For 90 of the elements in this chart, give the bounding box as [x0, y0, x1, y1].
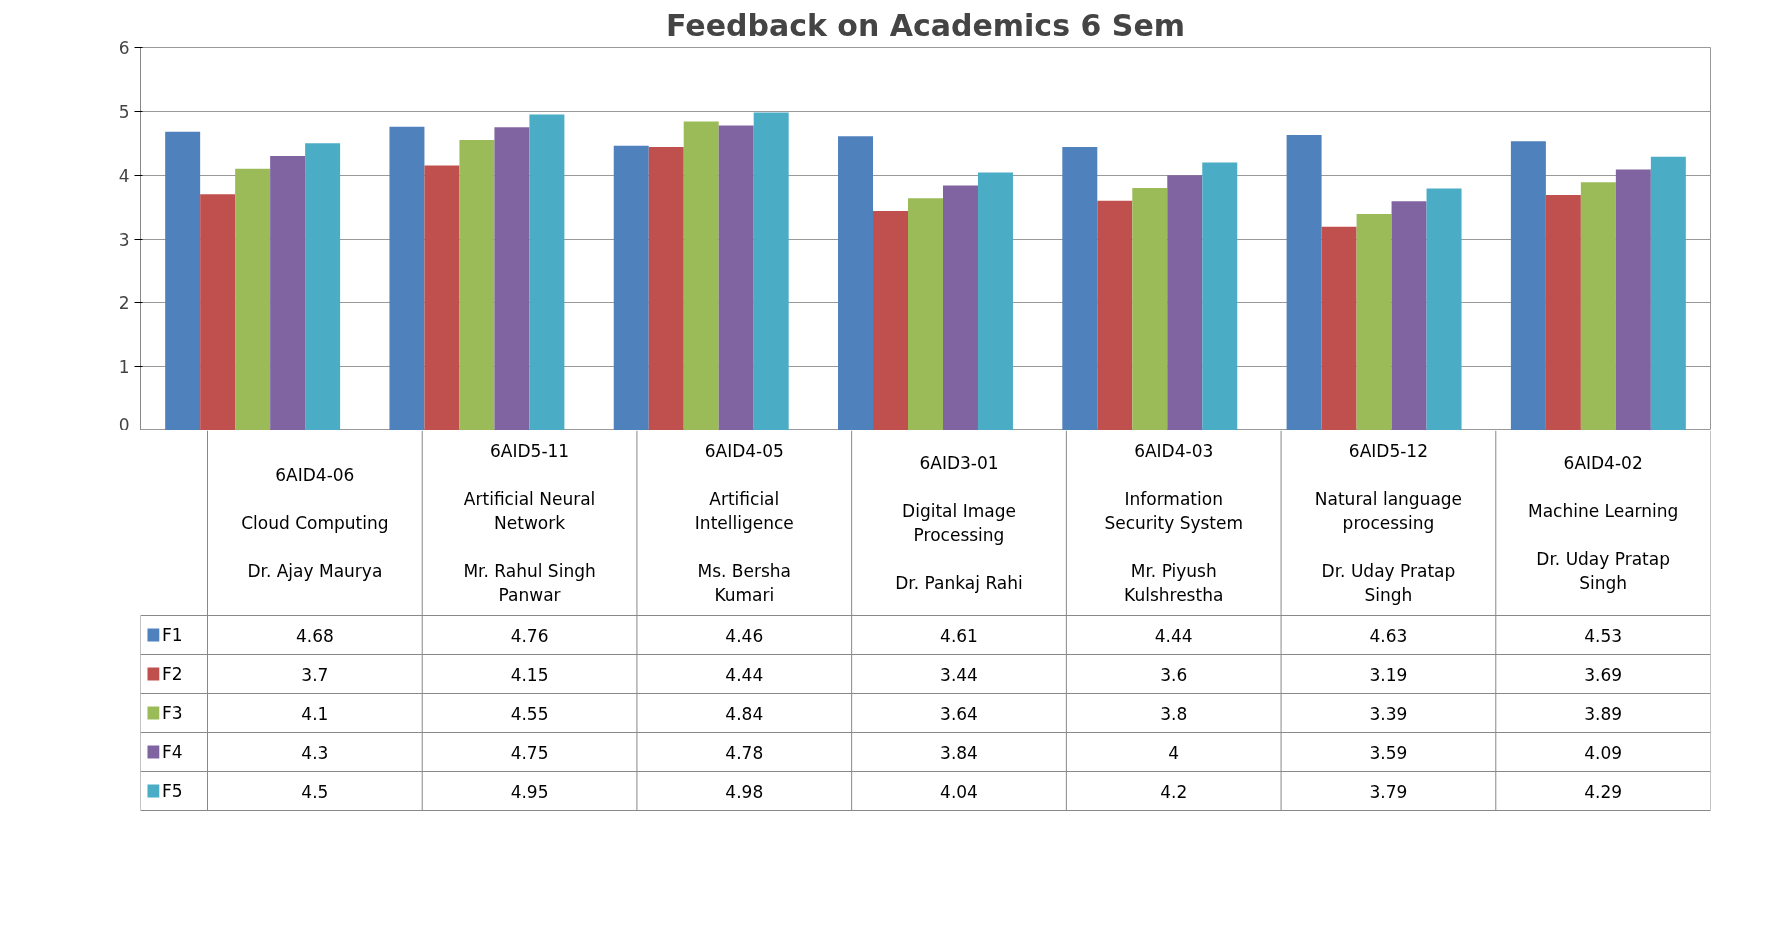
data-label: 3.84 [940, 742, 978, 763]
bar [683, 121, 719, 430]
data-label: 3.6 [1160, 664, 1188, 685]
data-label: 4.1 [301, 703, 329, 724]
bar [718, 125, 754, 430]
data-label: 4.84 [725, 703, 764, 724]
category-label: 6AID4-05 Artificial Intelligence Ms. Bersha Kumari [694, 441, 794, 605]
y-tick-label: 1 [118, 357, 130, 378]
data-label: 4 [1168, 742, 1180, 763]
legend-label: F3 [161, 703, 183, 723]
bar [1580, 182, 1616, 430]
data-label: 4.3 [301, 742, 329, 763]
legend-label: F5 [161, 781, 183, 801]
bar [873, 210, 909, 430]
bar [1202, 162, 1238, 430]
data-label: 4.15 [510, 664, 549, 685]
data-label: 4.61 [940, 625, 978, 646]
bar [270, 156, 306, 430]
category-label: 6AID3-01 Digital Image Processing Dr. Pankaj Rahi [895, 453, 1023, 593]
data-label: 3.69 [1584, 664, 1623, 685]
bar [613, 145, 649, 430]
data-label: 4.95 [510, 781, 549, 802]
bar [1356, 214, 1392, 430]
bar [1167, 175, 1203, 430]
data-label: 4.68 [295, 625, 334, 646]
data-label: 4.2 [1160, 781, 1188, 802]
y-tick-label: 3 [118, 229, 130, 250]
bar [165, 131, 201, 430]
bar [389, 126, 425, 430]
y-tick-label: 4 [118, 165, 130, 186]
data-label: 4.46 [725, 625, 764, 646]
category-label: 6AID5-12 Natural language processing Dr. Uday Pratap Singh [1314, 441, 1463, 605]
data-label: 3.39 [1369, 703, 1408, 724]
data-label: 4.78 [725, 742, 764, 763]
legend-label: F1 [161, 625, 183, 645]
category-label: 6AID5-11 Artificial Neural Network Mr. Rahul Singh Panwar [463, 441, 596, 605]
y-tick-label: 0 [118, 414, 130, 435]
legend-label: F2 [161, 664, 183, 684]
bar [977, 172, 1013, 430]
bar [235, 168, 271, 430]
bar [908, 198, 943, 430]
data-label: 4.44 [1154, 625, 1193, 646]
data-label: 3.8 [1160, 703, 1188, 724]
bar [529, 114, 565, 430]
bar [838, 136, 874, 430]
bar [1391, 201, 1427, 430]
data-label: 4.76 [510, 625, 549, 646]
bar [942, 185, 978, 430]
data-label: 3.19 [1369, 664, 1408, 685]
bar [424, 165, 460, 430]
data-label: 4.75 [510, 742, 549, 763]
bar [1545, 194, 1581, 430]
category-label: 6AID4-03 Information Security System Mr. Piyush Kulshrestha [1104, 441, 1244, 605]
chart-title: Feedback on Academics 6 Sem [666, 7, 1185, 43]
data-label: 4.44 [725, 664, 764, 685]
bar [1510, 141, 1546, 430]
bar [305, 143, 341, 430]
bar [1426, 188, 1462, 430]
bar [494, 127, 530, 430]
bar [1286, 134, 1322, 430]
bar [459, 140, 495, 430]
bar [200, 194, 236, 430]
y-tick-label: 5 [118, 101, 130, 122]
data-label: 4.53 [1584, 625, 1623, 646]
data-label: 3.89 [1584, 703, 1623, 724]
bar [1615, 169, 1651, 430]
data-label: 4.63 [1369, 625, 1408, 646]
data-label: 4.55 [510, 703, 549, 724]
bar [1062, 147, 1098, 430]
category-label: 6AID4-02 Machine Learning Dr. Uday Pratap Singh [1527, 453, 1679, 593]
data-label: 4.09 [1584, 742, 1623, 763]
bar [1650, 156, 1686, 430]
category-label: 6AID4-06 Cloud Computing Dr. Ajay Maurya [241, 465, 389, 581]
data-label: 4.29 [1584, 781, 1623, 802]
data-label: 4.98 [725, 781, 764, 802]
y-tick-label: 6 [118, 38, 130, 58]
data-label: 4.04 [940, 781, 978, 802]
data-label: 3.7 [301, 664, 329, 685]
data-label: 4.5 [301, 781, 329, 802]
bar [648, 147, 684, 430]
y-tick-label: 2 [118, 293, 130, 314]
bar [753, 112, 789, 430]
data-label: 3.44 [940, 664, 978, 685]
data-label: 3.59 [1369, 742, 1408, 763]
data-label: 3.79 [1369, 781, 1408, 802]
bar [1321, 226, 1357, 430]
legend-label: F4 [161, 742, 183, 762]
data-label: 3.64 [940, 703, 978, 724]
bar [1097, 200, 1133, 430]
bar [1132, 187, 1168, 430]
